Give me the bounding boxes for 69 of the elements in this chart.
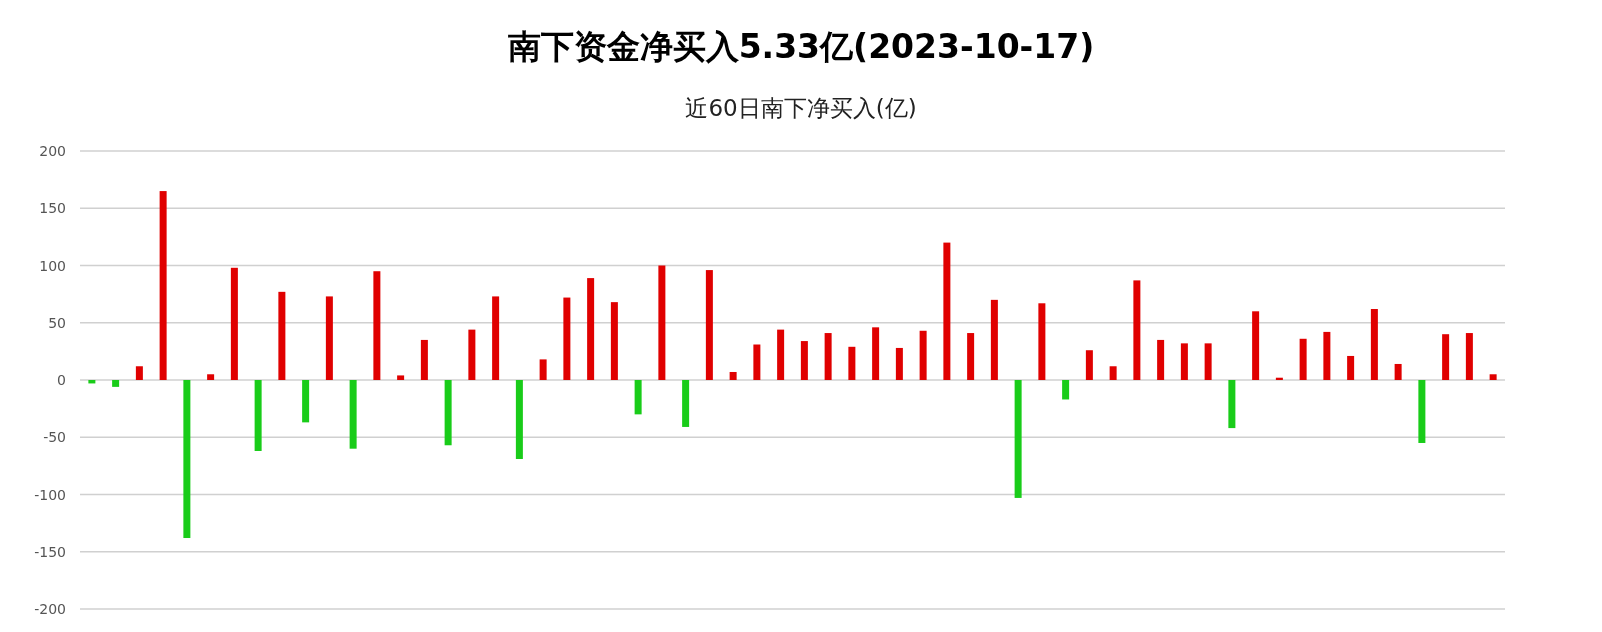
bar	[1489, 374, 1497, 380]
bar	[135, 366, 143, 380]
y-tick-label: -50	[43, 429, 66, 446]
bar	[1133, 280, 1141, 380]
bar	[1204, 343, 1212, 380]
bar	[1062, 380, 1070, 400]
bar	[872, 327, 880, 380]
bar	[777, 329, 785, 380]
bar	[895, 347, 903, 380]
bar	[1442, 334, 1450, 380]
bar	[112, 380, 120, 387]
bar	[990, 299, 998, 380]
bar	[492, 296, 500, 380]
bar	[1228, 380, 1236, 429]
bar	[1323, 331, 1331, 380]
bar	[302, 380, 310, 423]
bar	[373, 271, 381, 380]
bar	[682, 380, 690, 427]
bar	[230, 267, 238, 380]
bar	[1014, 380, 1022, 498]
bar	[943, 242, 951, 380]
y-tick-label: 0	[57, 372, 66, 388]
bar	[919, 330, 927, 380]
bar	[325, 296, 333, 380]
bar	[1038, 303, 1046, 380]
bar	[1180, 343, 1188, 380]
bar	[563, 297, 571, 380]
bar	[1085, 350, 1093, 380]
chart-subtitle: 近60日南下净买入(亿)	[685, 95, 917, 121]
bar	[444, 380, 452, 446]
bar	[1252, 311, 1260, 380]
bar	[705, 270, 713, 380]
bar	[800, 341, 808, 380]
bar	[1418, 380, 1426, 443]
bar	[207, 374, 215, 380]
y-tick-label: 150	[39, 200, 66, 217]
bar	[1347, 355, 1355, 380]
bar	[848, 346, 856, 380]
bar	[183, 380, 191, 539]
bar	[397, 375, 405, 380]
bar	[1465, 333, 1473, 380]
bar	[753, 344, 761, 380]
bar	[420, 339, 428, 380]
y-tick-label: -100	[34, 486, 66, 503]
bar	[729, 371, 737, 380]
bar	[254, 380, 262, 451]
y-tick-label: 200	[39, 143, 66, 159]
bar	[539, 359, 547, 380]
bar	[967, 333, 975, 380]
bar	[159, 191, 167, 380]
bar	[1109, 366, 1117, 380]
bar	[634, 380, 642, 415]
y-tick-label: 50	[48, 314, 66, 331]
bar	[1370, 309, 1378, 380]
bar	[468, 329, 476, 380]
y-tick-label: -150	[34, 543, 66, 560]
bar	[515, 380, 523, 460]
bar	[1394, 363, 1402, 380]
bar	[658, 265, 666, 380]
chart-title: 南下资金净买入5.33亿(2023-10-17)	[507, 27, 1095, 66]
bar	[349, 380, 357, 449]
bar	[1299, 338, 1307, 380]
bar	[278, 291, 286, 380]
y-tick-label: 100	[39, 257, 66, 274]
bar	[824, 333, 832, 380]
bar	[610, 302, 618, 380]
bar	[1157, 339, 1165, 380]
y-tick-label: -200	[34, 601, 66, 617]
bar	[587, 278, 595, 380]
